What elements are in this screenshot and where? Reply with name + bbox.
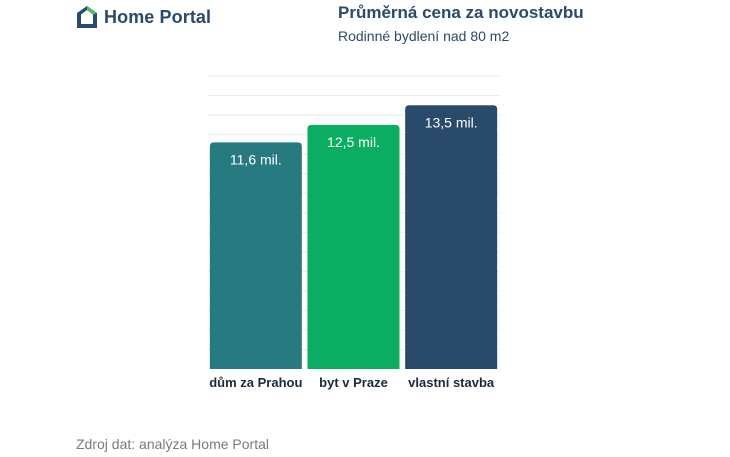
bar-3 (405, 105, 498, 370)
data-source-note: Zdroj dat: analýza Home Portal (76, 436, 269, 452)
category-label: dům za Prahou (209, 375, 302, 390)
bar-2 (307, 124, 400, 369)
category-label: byt v Praze (319, 375, 388, 390)
chart-subtitle: Rodinné bydlení nad 80 m2 (338, 28, 510, 44)
bar-value-label: 13,5 mil. (425, 114, 478, 130)
logo-text: Home Portal (104, 6, 212, 27)
brand-logo: Home Portal (76, 4, 211, 30)
bar-value-label: 12,5 mil. (327, 134, 380, 150)
bar-value-label: 11,6 mil. (230, 151, 282, 167)
chart-title: Průměrná cena za novostavbu (338, 3, 584, 22)
category-label: vlastní stavba (408, 375, 495, 390)
bar-1 (209, 142, 302, 369)
house-icon (77, 6, 97, 28)
